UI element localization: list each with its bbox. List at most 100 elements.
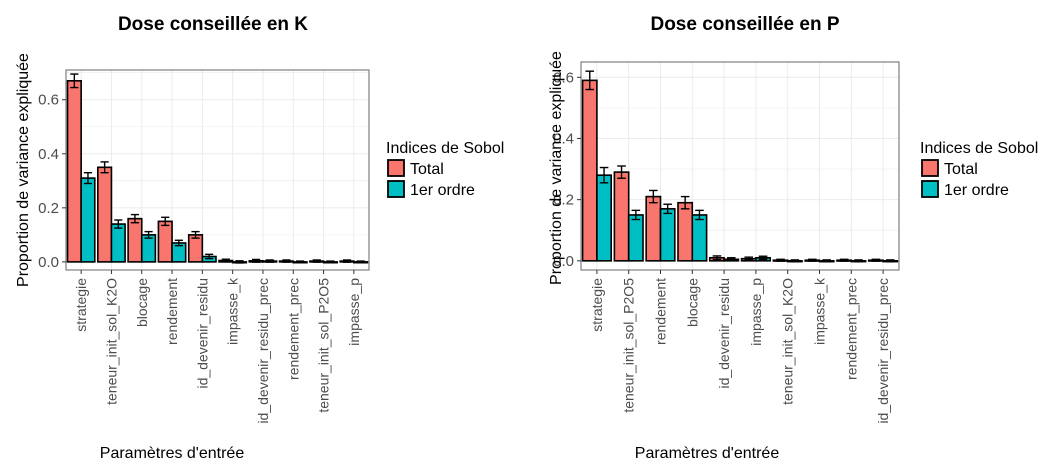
- error-bar: [854, 259, 863, 263]
- y-tick-label: 0.0: [553, 253, 574, 270]
- panel-border: [580, 61, 900, 271]
- error-bar: [326, 260, 335, 264]
- error-bar: [631, 209, 641, 221]
- error-bar: [585, 70, 595, 91]
- error-bar: [295, 260, 305, 264]
- legend: Indices de Sobol Total 1er ordre: [920, 140, 1038, 199]
- bar-total: [677, 201, 694, 262]
- error-bar: [695, 209, 704, 221]
- error-bar: [282, 259, 291, 263]
- error-bar: [617, 165, 626, 179]
- chart-title: Dose conseillée en K: [118, 14, 308, 35]
- bar-total: [645, 195, 662, 262]
- y-tick-label: 0.0: [38, 254, 59, 271]
- error-bar: [191, 230, 200, 239]
- bar-total: [97, 166, 113, 263]
- error-bar: [342, 259, 352, 263]
- error-bar: [114, 219, 123, 229]
- bar-total: [66, 80, 82, 263]
- error-bar: [871, 258, 881, 262]
- chart-k: Dose conseillée en K 0.0 0.2 0.4 0.6 strategi…: [15, 14, 504, 462]
- legend-key-first-order: [387, 180, 405, 198]
- error-bar: [174, 239, 183, 247]
- error-bar: [758, 255, 768, 260]
- y-tick-label: 0.4: [553, 130, 574, 147]
- bar-first-order: [596, 174, 613, 262]
- error-bar: [808, 258, 817, 262]
- error-bar: [790, 259, 800, 263]
- error-bar: [312, 259, 321, 263]
- x-tick-label: teneur_init_sol_K2O: [103, 278, 119, 405]
- bar-total: [581, 79, 598, 262]
- x-tick-label: blocage: [684, 278, 700, 327]
- error-bar: [130, 213, 140, 224]
- chart-p: Dose conseillée en P 0.0 0.2 0.4 0.6 strategi…: [548, 14, 1038, 462]
- error-bar: [649, 189, 658, 204]
- x-tick-label: id_devenir_residu_prec: [255, 278, 271, 424]
- legend: Indices de Sobol Total 1er ordre: [386, 140, 504, 199]
- y-tick-label: 0.6: [38, 92, 59, 109]
- x-axis-title: Paramètres d'entrée: [100, 445, 245, 462]
- error-bar: [205, 253, 214, 260]
- x-tick-label: rendement_prec: [843, 278, 859, 380]
- legend-key-total: [921, 159, 939, 177]
- legend-label: Total: [944, 161, 978, 178]
- x-tick-label: rendement_prec: [285, 278, 301, 380]
- error-bar: [744, 256, 754, 261]
- x-tick-label: teneur_init_sol_P2O5: [316, 278, 332, 413]
- error-bar: [680, 195, 690, 210]
- x-axis-title: Paramètres d'entrée: [635, 445, 780, 462]
- legend-label: Total: [410, 161, 444, 178]
- legend-key-total: [387, 159, 405, 177]
- y-axis-title: Proportion de variance expliquée: [548, 51, 565, 285]
- legend-title: Indices de Sobol: [386, 140, 504, 157]
- bar-first-order: [627, 214, 644, 262]
- error-bar: [252, 258, 261, 263]
- x-tick-label: teneur_init_sol_K2O: [780, 278, 796, 405]
- x-tick-label: impasse_p: [346, 278, 362, 346]
- x-tick-label: teneur_init_sol_P2O5: [621, 278, 637, 413]
- bar-first-order: [110, 223, 126, 263]
- error-bar: [726, 257, 736, 262]
- error-bar: [822, 259, 831, 263]
- x-tick-label: id_devenir_residu: [716, 278, 732, 389]
- legend-key-first-order: [921, 180, 939, 198]
- error-bar: [144, 230, 153, 239]
- x-tick-label: id_devenir_residu: [194, 278, 210, 389]
- bar-first-order: [80, 177, 96, 263]
- x-tick-label: impasse_k: [812, 277, 828, 345]
- legend-title: Indices de Sobol: [920, 140, 1038, 157]
- legend-label: 1er ordre: [944, 182, 1009, 199]
- bar-first-order: [140, 234, 157, 263]
- y-tick-label: 0.6: [553, 69, 574, 86]
- error-bar: [712, 255, 722, 261]
- y-axis-title: Proportion de variance expliquée: [15, 53, 32, 287]
- bar-total: [157, 220, 173, 263]
- bar-total: [613, 171, 630, 262]
- error-bar: [70, 73, 79, 89]
- error-bar: [776, 258, 785, 262]
- bar-total: [127, 217, 143, 263]
- error-bar: [356, 260, 365, 264]
- panel-border: [65, 69, 370, 271]
- error-bar: [161, 216, 170, 227]
- x-tick-label: impasse_p: [748, 278, 764, 346]
- error-bar: [599, 166, 609, 184]
- x-tick-label: blocage: [134, 278, 150, 327]
- error-bar: [235, 260, 244, 264]
- x-tick-label: rendement: [164, 278, 180, 345]
- y-tick-label: 0.4: [38, 146, 59, 163]
- bar-total: [187, 234, 204, 263]
- legend-label: 1er ordre: [410, 182, 475, 199]
- error-bar: [100, 161, 109, 174]
- bar-first-order: [659, 208, 676, 262]
- error-bar: [221, 258, 230, 263]
- x-tick-label: impasse_k: [225, 277, 241, 345]
- error-bar: [885, 259, 895, 263]
- x-tick-label: strategie: [589, 278, 605, 332]
- error-bar: [839, 258, 849, 262]
- error-bar: [663, 203, 672, 215]
- error-bar: [265, 259, 274, 263]
- error-bar: [83, 172, 93, 185]
